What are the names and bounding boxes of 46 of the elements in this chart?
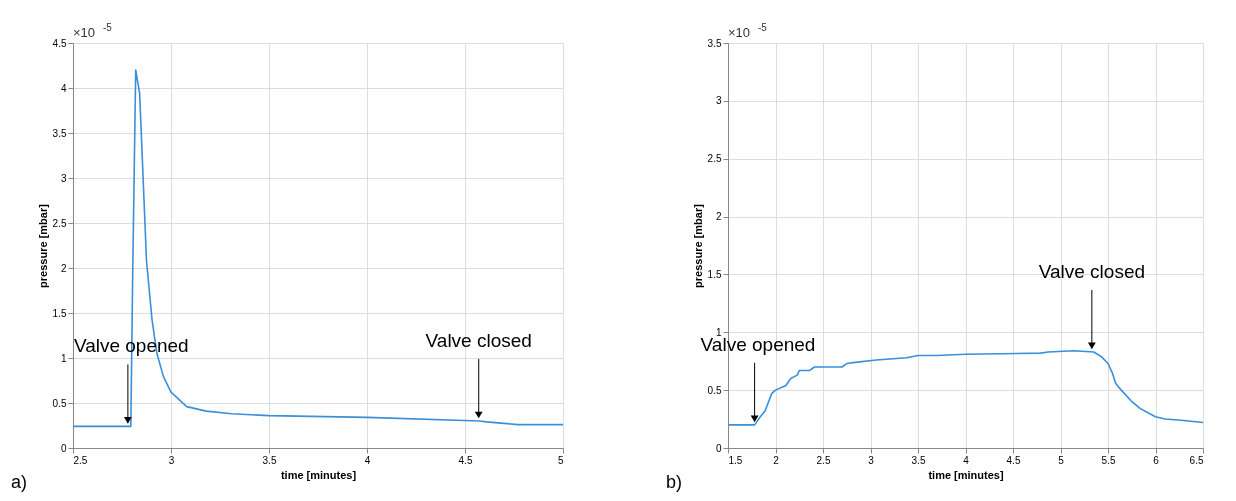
x-tick-label: 3.5 <box>262 454 277 466</box>
x-tick-label: 5 <box>1058 454 1065 466</box>
annotation: Valve closed <box>425 330 532 351</box>
x-tick-label: 5.5 <box>1101 454 1116 466</box>
x-tick-label: 4.5 <box>458 454 473 466</box>
y-tick-label: 1.5 <box>52 307 67 319</box>
x-tick-label: 4 <box>364 454 371 466</box>
y-tick-label: 3.5 <box>52 127 67 139</box>
y-tick-label: 1 <box>715 326 722 338</box>
x-tick-label: 4.5 <box>1006 454 1021 466</box>
text: ×10-5 <box>728 22 768 40</box>
y-tick-label: 4 <box>60 82 67 94</box>
x-axis-title: time [minutes] <box>280 468 357 481</box>
y-tick-label: 0.5 <box>52 397 67 409</box>
x-tick-label: 2.5 <box>816 454 831 466</box>
y-tick-label: 2.5 <box>707 153 722 165</box>
y-tick-label: 1 <box>60 352 67 364</box>
x-tick-label: 3 <box>868 454 875 466</box>
y-tick-label: 0 <box>715 442 722 454</box>
x-tick-label: 6.5 <box>1189 454 1204 466</box>
x-tick-label: 3.5 <box>911 454 926 466</box>
x-tick-label: 3 <box>168 454 175 466</box>
y-tick-label: 2.5 <box>52 217 67 229</box>
x-tick-label: 6 <box>1153 454 1160 466</box>
y-axis-title: pressure [mbar] <box>36 203 49 288</box>
line-series <box>72 69 564 428</box>
text: a) <box>11 472 28 492</box>
x-tick-label: 1.5 <box>728 454 743 466</box>
annotation: Valve closed <box>1038 260 1146 282</box>
x-tick-label: 4 <box>963 454 970 466</box>
y-tick-label: 0 <box>60 442 67 454</box>
x-axis-title: time [minutes] <box>928 468 1004 481</box>
y-tick-label: 3 <box>715 95 722 107</box>
x-tick-label: 2 <box>773 454 780 466</box>
y-axis-title: pressure [mbar] <box>691 203 704 288</box>
y-tick-label: 3 <box>60 172 67 184</box>
y-tick-label: 3.5 <box>707 37 722 49</box>
y-tick-label: 0.5 <box>707 384 722 396</box>
y-tick-label: 2 <box>715 211 722 223</box>
y-tick-label: 1.5 <box>707 268 722 280</box>
y-tick-label: 2 <box>60 262 67 274</box>
y-tick-label: 4.5 <box>52 37 67 49</box>
text: b) <box>666 472 683 492</box>
x-tick-label: 5 <box>557 454 564 466</box>
x-tick-label: 2.5 <box>73 454 88 466</box>
text: ×10-5 <box>73 22 113 40</box>
